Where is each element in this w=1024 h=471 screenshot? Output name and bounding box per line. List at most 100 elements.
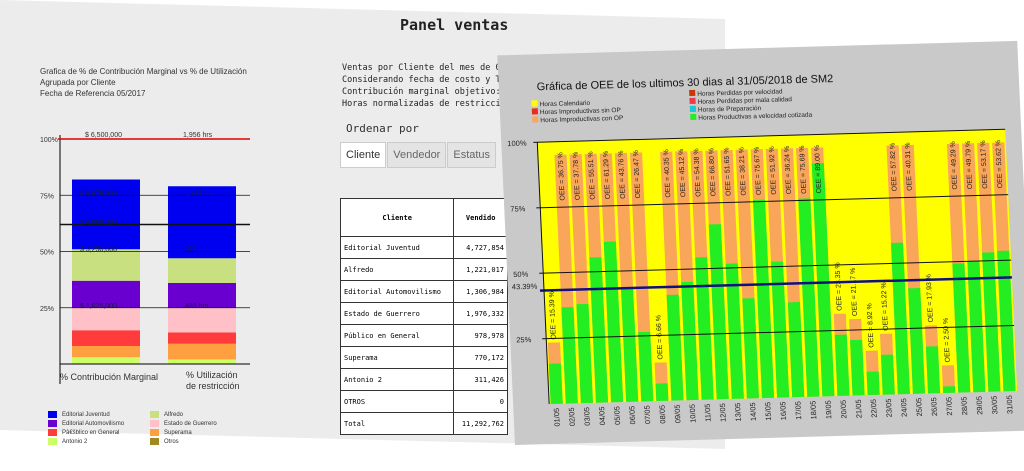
sales-info: Ventas por Cliente del mes de 05/2017 Co… [342,62,532,110]
legend-swatch [689,97,696,105]
bar-segment-productive [952,263,971,393]
oee-data-label: OEE = 61.29 % [603,151,612,200]
bar-segment-productive [850,339,865,396]
oee-data-label: OEE = 40.35 % [663,149,672,198]
bar-segment-productive [620,287,639,402]
legend-swatch [48,411,57,418]
x-tick-label: 08/05 [658,405,668,424]
chart-reference-date: Fecha de Referencia 05/2017 [40,89,146,98]
contribution-level-label: $ 4,000,000 [80,220,117,227]
legend-swatch [48,429,57,436]
cell-vendido: 1,976,332 [453,302,508,325]
legend-label: Estado de Guerrero [164,420,217,427]
x-tick-label: 26/05 [929,397,939,416]
stacked-bar-segment [168,359,236,364]
bar-segment-productive [666,294,684,401]
stacked-bar-segment [168,343,236,360]
cell-vendido: 0 [453,390,508,413]
oee-data-label: OEE = 45.12 % [678,149,687,198]
oee-data-label: OEE = 66.80 % [708,148,717,197]
oee-data-label: OEE = 26.47 % [633,150,642,199]
bar-segment-productive [589,257,609,403]
y-axis [536,142,550,405]
table-row[interactable]: Superama 770,172 [339,346,508,369]
x-tick-label: 03/05 [582,407,592,426]
bar-segment-productive [725,263,744,399]
table-row[interactable]: OTROS 0 [339,390,508,413]
bar-segment-productive [548,363,563,404]
oee-data-label: OEE = 75.67 % [754,147,763,196]
table-row[interactable]: Editorial Automovilismo 1,306,984 [339,280,508,303]
x-tick-label: 22/05 [869,399,879,418]
legend-item: Alfredo [150,410,217,419]
oee-data-label: OEE = 51.92 % [769,146,778,195]
cell-cliente: Antonio 2 [339,368,455,391]
legend-label: Otros [164,438,179,445]
table-row[interactable]: Total 11,292,762 [339,412,508,435]
table-row[interactable]: Editorial Juventud 4,727,854 [339,236,508,259]
oee-data-label: OEE = 49.79 % [965,141,974,190]
bar-segment-productive [695,257,714,400]
x-tick-label: 18/05 [808,401,818,420]
table-row[interactable]: Antonio 2 311,426 [339,368,508,391]
legend-item: Pâ€šblico en General [48,428,124,437]
average-oee-line [539,276,1012,292]
bar-segment-productive [742,298,759,399]
x-tick-label: 20/05 [839,400,849,419]
x-tick-label: 31/05 [1005,395,1015,414]
info-line: Contribución marginal objetivo: 6,500 [342,87,532,97]
x-tick-label: 27/05 [944,397,954,416]
bar-segment-productive [787,302,805,398]
x-tick-label: 17/05 [793,401,803,420]
x-tick-label: 30/05 [990,395,1000,414]
column-header-cliente[interactable]: Cliente [339,198,455,237]
tab-vendedor[interactable]: Vendedor [387,142,447,168]
stacked-bar-segment [168,307,236,333]
legend-label: Horas Productivas a velocidad cotizada [698,112,812,122]
bar-segment-improductive [941,365,956,394]
hours-level-label: 978 hrs [185,247,209,254]
x-tick-label: 11/05 [703,403,713,421]
legend-swatch [150,411,159,418]
bar-segment-productive [603,241,624,403]
cell-vendido: 978,978 [453,324,508,347]
legend-swatch [150,420,159,427]
table-row[interactable]: Estado de Guerrero 1,976,332 [339,302,508,325]
info-line: Horas normalizadas de restricción: 1, [342,99,532,109]
hours-level-label: 1,467 hrs [185,190,215,197]
x-tick-label: 04/05 [597,406,607,425]
sort-tabs: Cliente Vendedor Estatus [340,142,497,168]
legend-label: Horas Calendario [539,100,590,108]
y-tick-label: 100% [40,137,58,144]
oee-data-label: OEE = 75.69 % [799,145,808,194]
legend-label: Editorial Automovilismo [62,420,125,427]
oee-data-label: OEE = 6.66 % [655,315,664,360]
x-tick-label: 19/05 [824,400,834,419]
y-tick-label: 25% [516,335,532,344]
x-tick-label: 07/05 [642,405,652,424]
oee-data-label: OEE = 23.35 % [834,262,843,311]
legend-swatch [690,113,697,121]
oee-data-label: OEE = 37.78 % [573,152,582,201]
oee-data-label: OEE = 51.65 % [723,147,732,196]
tab-cliente[interactable]: Cliente [340,142,387,168]
oee-chart-panel: Gráfica de OEE de los ultimos 30 dias al… [497,40,1024,446]
x-tick-label: 10/05 [688,404,698,423]
oee-data-label: OEE = 38.21 % [739,147,748,196]
x-tick-label: 05/05 [612,406,622,425]
stacked-bar-segment [72,249,140,281]
x-tick-label: 13/05 [733,403,743,422]
legend-item: Antonio 2 [48,437,124,446]
stacked-bar-segment [168,186,236,259]
table-row[interactable]: Público en General 978,978 [339,324,508,347]
contribution-chart: 100% 75% 50% 25% $ 6,500,000 1,956 hrs $ 4,875… [40,132,250,391]
legend-swatch [689,105,697,113]
x-tick-label: 14/05 [748,402,758,421]
column-header-vendido[interactable]: Vendido [453,198,508,237]
stacked-bar-segment [72,179,140,250]
tab-estatus[interactable]: Estatus [447,142,497,168]
table-row[interactable]: Alfredo 1,221,017 [339,258,508,281]
chart-title: Grafica de % de Contribución Marginal vs… [40,67,247,76]
oee-data-label: OEE = 53.17 % [980,140,989,189]
stacked-bar-segment [72,307,140,331]
